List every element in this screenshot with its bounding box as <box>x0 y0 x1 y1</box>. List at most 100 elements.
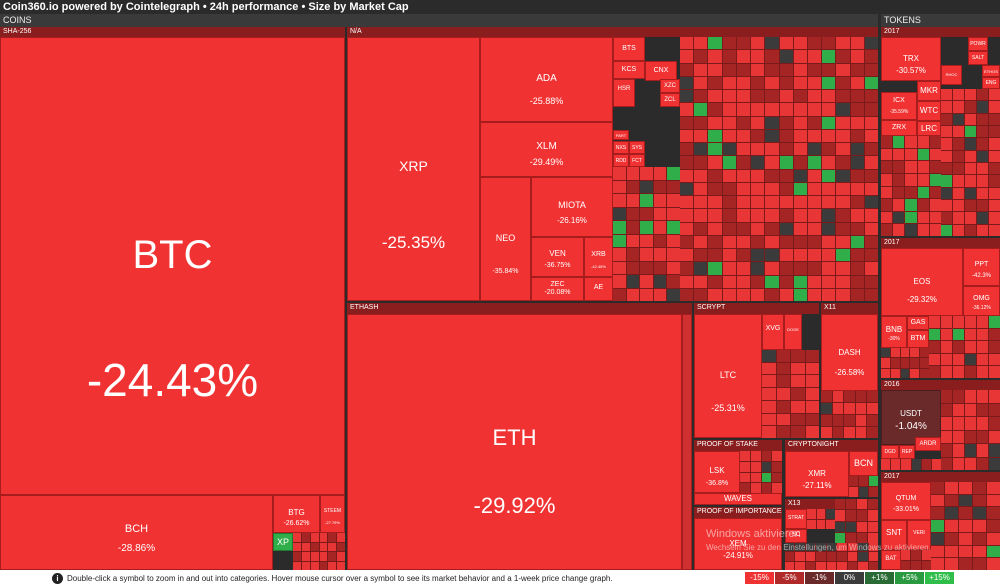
small-coin-cell[interactable] <box>929 199 941 211</box>
small-coin-cell[interactable] <box>977 199 988 212</box>
small-coin-cell[interactable] <box>708 209 722 222</box>
small-coin-cell[interactable] <box>765 50 779 63</box>
small-coin-cell[interactable] <box>708 143 722 156</box>
small-coin-cell[interactable] <box>779 196 793 209</box>
small-coins-grid-pos[interactable] <box>740 451 782 493</box>
small-coin-cell[interactable] <box>694 50 708 63</box>
small-coin-cell[interactable] <box>736 76 751 89</box>
small-coin-cell[interactable] <box>736 288 751 301</box>
small-coin-cell[interactable] <box>822 37 836 50</box>
tile-cnx[interactable]: CNX <box>645 61 677 81</box>
small-coin-cell[interactable] <box>977 341 988 353</box>
small-coin-cell[interactable] <box>953 430 964 443</box>
small-coin-cell[interactable] <box>977 89 988 101</box>
small-coin-cell[interactable] <box>859 476 868 486</box>
tile-sys[interactable]: SYS <box>629 141 645 154</box>
small-coin-cell[interactable] <box>640 207 653 220</box>
small-coin-cell[interactable] <box>805 400 819 413</box>
small-coin-cell[interactable] <box>965 417 976 430</box>
small-coin-cell[interactable] <box>779 249 793 262</box>
small-coin-cell[interactable] <box>867 391 878 402</box>
small-coin-cell[interactable] <box>765 249 779 262</box>
group-2017-a[interactable]: 2017 <box>881 27 1000 37</box>
small-coins-grid-x11[interactable] <box>821 391 878 438</box>
small-coin-cell[interactable] <box>844 391 855 402</box>
small-coin-cell[interactable] <box>911 560 921 570</box>
small-coin-cell[interactable] <box>931 482 944 494</box>
small-coin-cell[interactable] <box>761 483 772 493</box>
small-tokens-grid-b[interactable] <box>881 136 941 236</box>
tile-bat[interactable]: BAT <box>881 550 901 570</box>
small-coin-cell[interactable] <box>881 199 893 211</box>
small-coin-cell[interactable] <box>694 129 708 142</box>
small-coin-cell[interactable] <box>965 125 976 138</box>
tile-rep[interactable]: REP <box>899 445 915 459</box>
small-coin-cell[interactable] <box>805 413 819 426</box>
small-coin-cell[interactable] <box>977 101 988 113</box>
small-coin-cell[interactable] <box>953 403 964 416</box>
tile-part[interactable]: PART <box>613 130 629 140</box>
tile-eng[interactable]: ENG <box>982 77 1000 89</box>
small-coin-cell[interactable] <box>751 116 765 129</box>
small-coin-cell[interactable] <box>722 90 736 103</box>
small-coin-cell[interactable] <box>791 413 805 426</box>
small-coin-cell[interactable] <box>722 249 736 262</box>
small-coin-cell[interactable] <box>941 457 952 470</box>
small-coin-cell[interactable] <box>708 288 722 301</box>
small-coin-cell[interactable] <box>836 288 850 301</box>
small-coin-cell[interactable] <box>850 288 864 301</box>
small-coin-cell[interactable] <box>694 209 708 222</box>
small-coin-cell[interactable] <box>864 90 878 103</box>
small-coin-cell[interactable] <box>822 196 836 209</box>
small-coin-cell[interactable] <box>807 76 822 89</box>
small-coin-cell[interactable] <box>736 37 751 50</box>
tile-qtum[interactable]: QTUM -33.01% <box>881 482 931 520</box>
small-coin-cell[interactable] <box>953 89 964 101</box>
group-x11[interactable]: X11 <box>821 303 878 314</box>
small-coin-cell[interactable] <box>761 472 772 483</box>
small-coin-cell[interactable] <box>881 224 893 236</box>
small-coin-cell[interactable] <box>822 288 836 301</box>
small-coin-cell[interactable] <box>822 156 836 169</box>
small-coin-cell[interactable] <box>816 552 826 561</box>
small-coin-cell[interactable] <box>953 138 964 150</box>
small-coin-cell[interactable] <box>977 403 988 416</box>
small-coin-cell[interactable] <box>776 375 790 388</box>
group-ethash[interactable]: ETHASH <box>347 303 692 314</box>
small-coin-cell[interactable] <box>965 175 976 187</box>
small-coin-cell[interactable] <box>779 288 793 301</box>
small-coin-cell[interactable] <box>890 348 900 358</box>
small-coin-cell[interactable] <box>765 103 779 116</box>
small-coin-cell[interactable] <box>846 499 856 510</box>
small-coin-cell[interactable] <box>793 222 807 235</box>
small-coin-cell[interactable] <box>816 561 826 570</box>
small-coin-cell[interactable] <box>987 482 1000 494</box>
small-coin-cell[interactable] <box>832 403 844 414</box>
small-coin-cell[interactable] <box>640 180 653 193</box>
small-coin-cell[interactable] <box>864 249 878 262</box>
small-coin-cell[interactable] <box>850 76 864 89</box>
small-coin-cell[interactable] <box>694 249 708 262</box>
group-scrypt[interactable]: SCRYPT <box>694 303 819 314</box>
small-coin-cell[interactable] <box>694 222 708 235</box>
small-tokens-grid-e[interactable] <box>941 390 1000 470</box>
small-coin-cell[interactable] <box>849 487 858 497</box>
small-coin-cell[interactable] <box>722 129 736 142</box>
small-coin-cell[interactable] <box>694 143 708 156</box>
small-coin-cell[interactable] <box>779 90 793 103</box>
small-coin-cell[interactable] <box>931 558 944 570</box>
small-coin-cell[interactable] <box>945 482 958 494</box>
tile-rhoc[interactable]: RHOC <box>941 65 962 85</box>
small-coin-cell[interactable] <box>667 234 680 247</box>
small-coin-cell[interactable] <box>905 186 917 199</box>
small-coin-cell[interactable] <box>785 543 795 552</box>
small-coin-cell[interactable] <box>931 520 944 532</box>
small-coin-cell[interactable] <box>680 90 694 103</box>
small-coin-cell[interactable] <box>680 50 694 63</box>
small-coin-cell[interactable] <box>822 129 836 142</box>
small-coin-cell[interactable] <box>989 430 1000 443</box>
small-coin-cell[interactable] <box>680 249 694 262</box>
small-coin-cell[interactable] <box>667 194 680 207</box>
small-coin-cell[interactable] <box>959 558 972 570</box>
tile-gas[interactable]: GAS <box>907 316 929 330</box>
